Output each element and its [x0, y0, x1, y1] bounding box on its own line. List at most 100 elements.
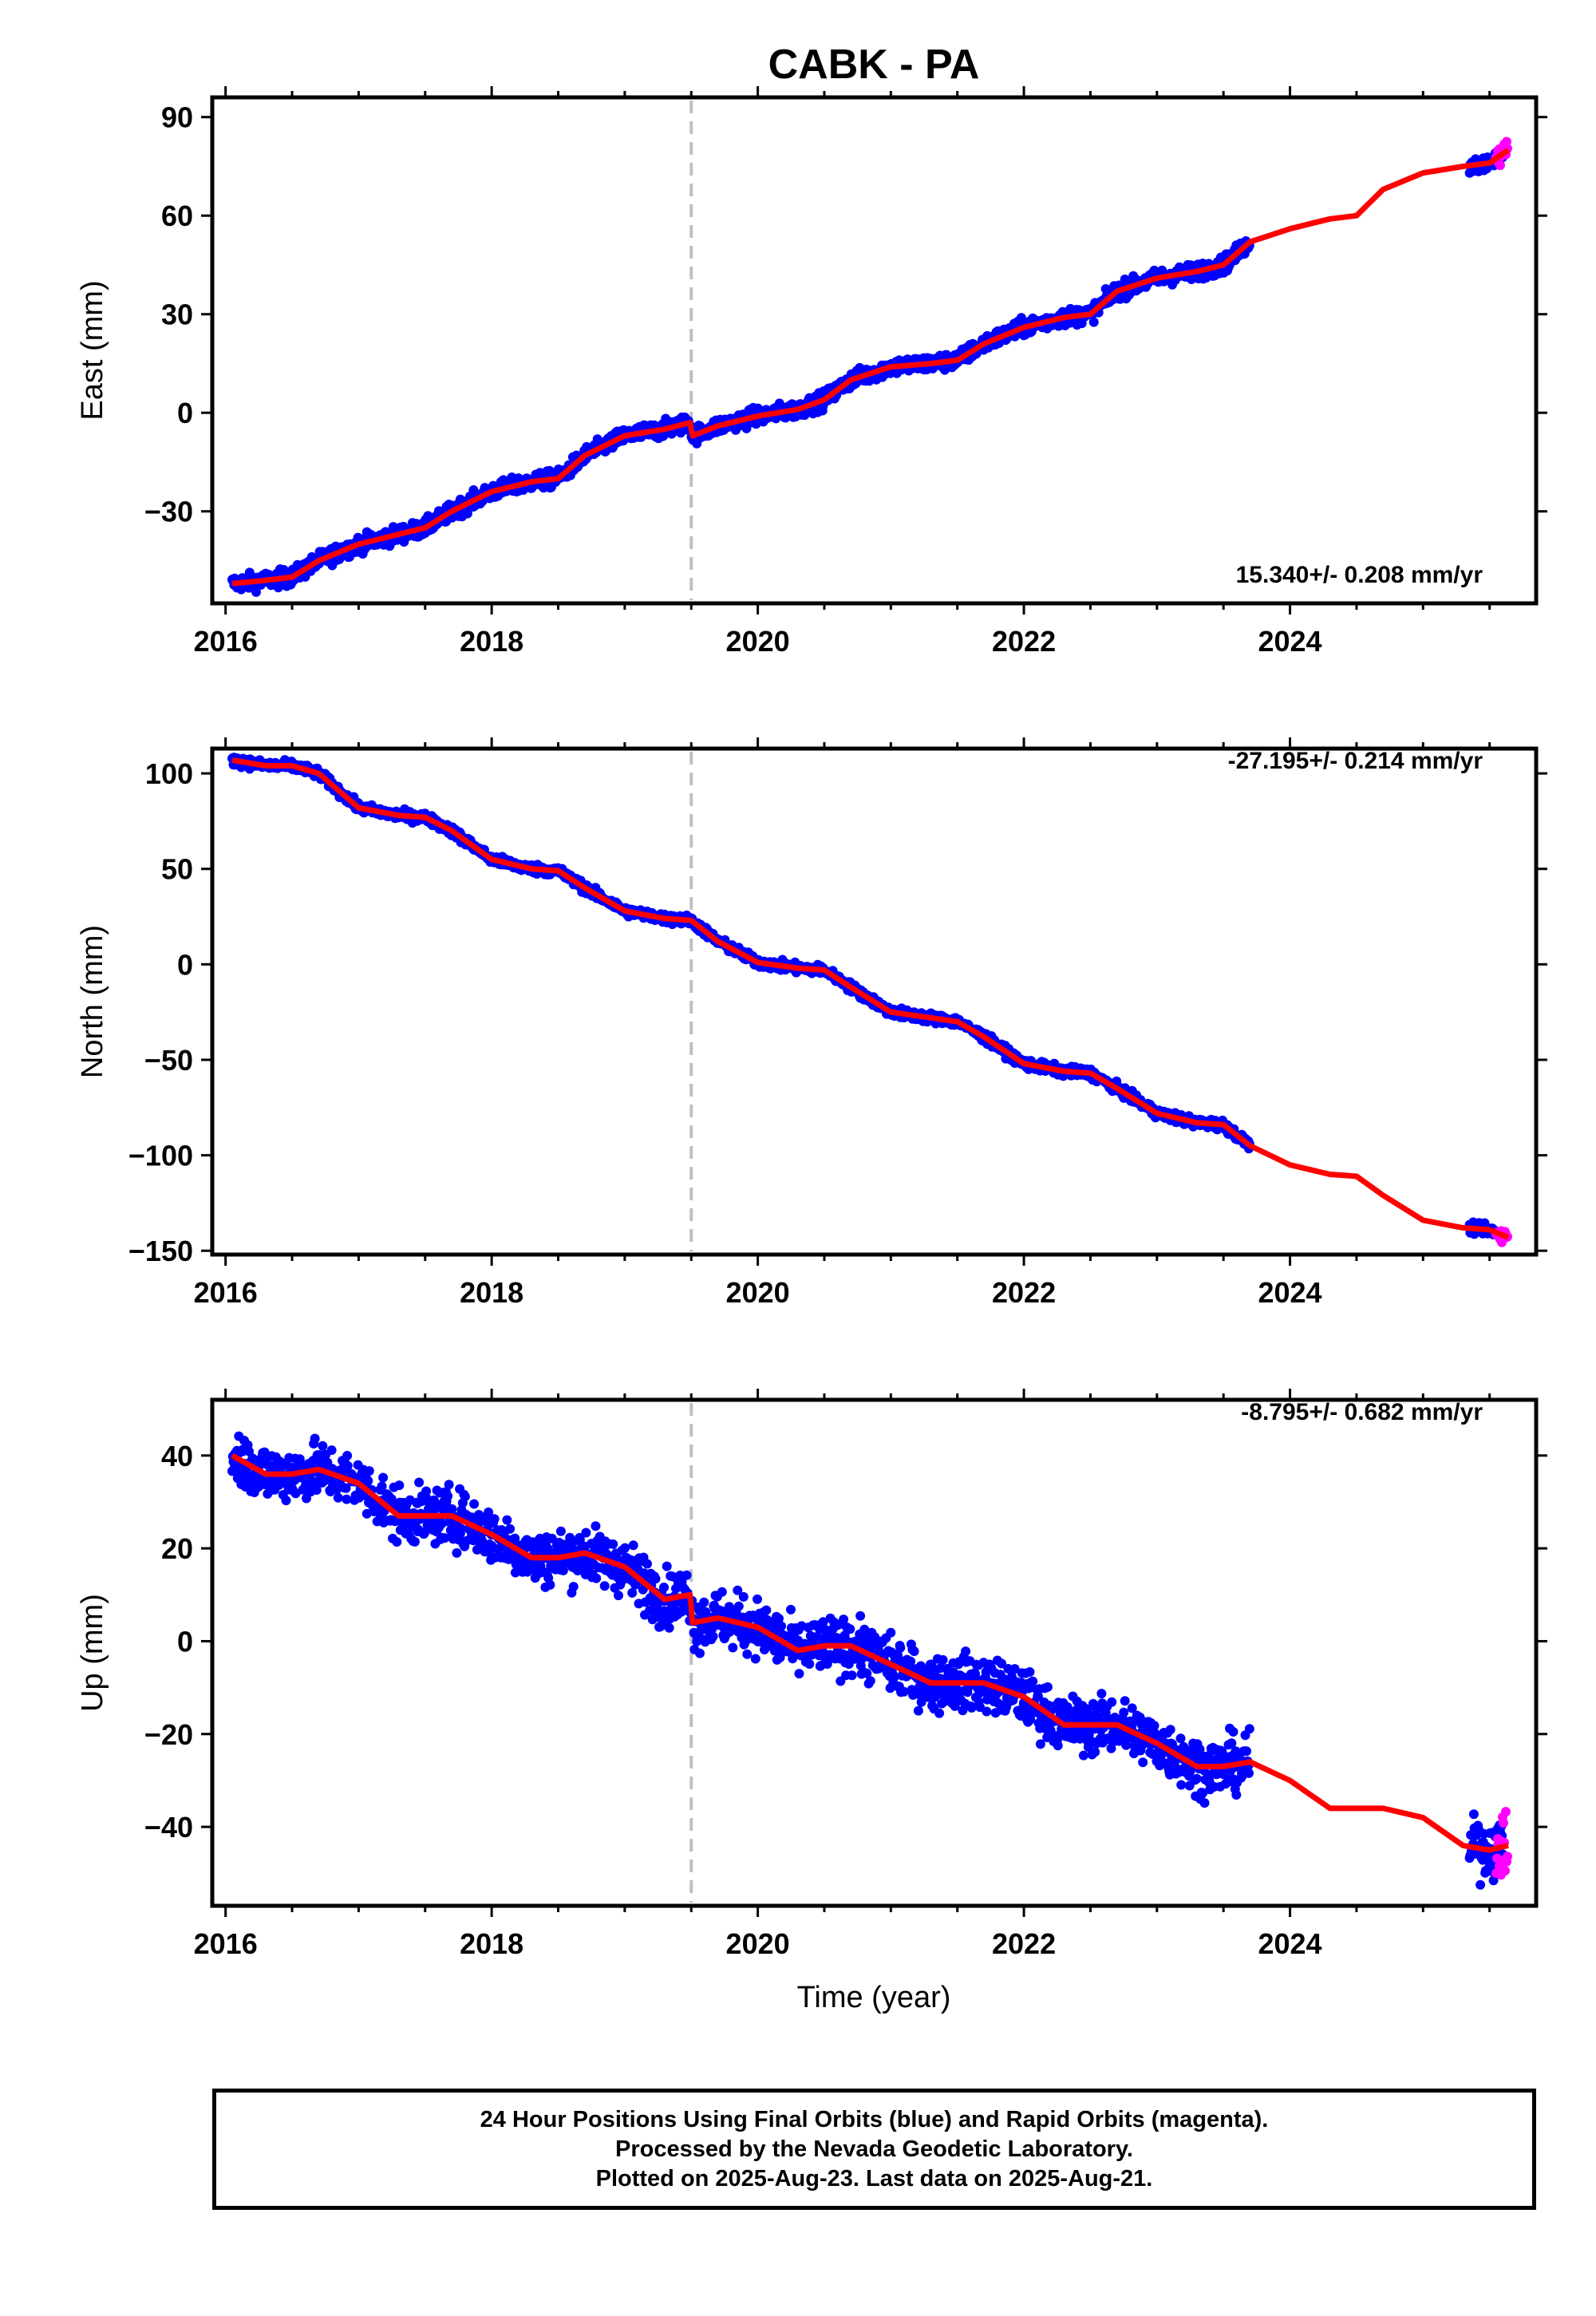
- y-tick-label: −100: [128, 1140, 193, 1172]
- final-orbit-point: [886, 1627, 896, 1638]
- final-orbit-point: [447, 1504, 457, 1514]
- final-orbit-point: [392, 1537, 402, 1547]
- final-orbit-point: [804, 1659, 815, 1669]
- final-orbit-point: [591, 1521, 601, 1531]
- final-orbit-point: [855, 1611, 866, 1621]
- final-orbit-point: [733, 1601, 744, 1611]
- final-orbit-point: [614, 1591, 623, 1601]
- final-orbit-point: [628, 1540, 638, 1551]
- final-orbit-point: [750, 1654, 760, 1664]
- final-orbit-point: [662, 1561, 672, 1571]
- final-orbit-points: [227, 1431, 1507, 1890]
- final-orbit-point: [444, 1480, 454, 1490]
- x-tick-label: 2016: [194, 1276, 258, 1309]
- final-orbit-point: [452, 1547, 462, 1558]
- final-orbit-point: [961, 1646, 971, 1657]
- final-orbit-point: [913, 1705, 923, 1716]
- y-tick-label: 60: [161, 200, 193, 232]
- final-orbit-point: [489, 1514, 500, 1524]
- final-orbit-point: [659, 1583, 669, 1592]
- final-orbit-point: [786, 1604, 796, 1614]
- final-orbit-point: [608, 1539, 618, 1549]
- final-orbit-point: [699, 1597, 709, 1607]
- y-tick-label: 0: [177, 948, 193, 981]
- final-orbit-point: [1016, 313, 1026, 323]
- y-tick-label: 90: [161, 101, 193, 134]
- final-orbit-point: [845, 1624, 855, 1634]
- final-orbit-point: [545, 1579, 555, 1590]
- final-orbit-point: [934, 1708, 945, 1718]
- final-orbit-point: [568, 1582, 579, 1592]
- x-tick-label: 2024: [1258, 625, 1321, 658]
- velocity-rate-label: 15.340+/- 0.208 mm/yr: [1236, 562, 1483, 588]
- y-tick-label: 100: [145, 757, 193, 790]
- final-orbit-point: [394, 1480, 405, 1491]
- final-orbit-point: [318, 1441, 328, 1451]
- x-tick-label: 2024: [1258, 1276, 1321, 1309]
- final-orbit-point: [938, 1654, 948, 1665]
- final-orbit-point: [443, 1491, 453, 1501]
- y-tick-label: 50: [161, 853, 193, 886]
- final-orbit-point: [251, 587, 261, 597]
- final-orbit-point: [555, 1526, 566, 1536]
- final-orbit-point: [728, 1642, 738, 1653]
- final-orbit-point: [414, 1477, 425, 1488]
- x-tick-label: 2022: [992, 1276, 1056, 1309]
- final-orbit-point: [363, 1476, 373, 1486]
- final-orbit-point: [708, 1631, 718, 1642]
- y-tick-label: 30: [161, 298, 193, 331]
- y-tick-label: −50: [144, 1044, 193, 1077]
- final-orbit-point: [650, 1574, 661, 1584]
- final-orbit-point: [581, 1528, 591, 1538]
- final-orbit-point: [281, 1496, 291, 1506]
- final-orbit-point: [642, 1559, 652, 1569]
- final-orbit-point: [664, 1622, 674, 1633]
- y-tick-label: 0: [177, 397, 193, 429]
- rapid-orbit-point: [1495, 160, 1505, 171]
- final-orbit-point: [776, 1621, 786, 1631]
- final-orbit-point: [469, 1499, 480, 1509]
- final-orbit-point: [761, 1605, 772, 1615]
- y-axis-label: North (mm): [76, 925, 109, 1078]
- north-panel: 2016 2018 2020 2022 2024 −150 −100 −50 0 50 100 Nor…: [76, 737, 1547, 1309]
- final-orbit-point: [333, 1492, 343, 1503]
- final-orbit-point: [502, 1515, 512, 1525]
- x-tick-label: 2016: [194, 625, 258, 658]
- plot-frame: [210, 95, 1539, 606]
- final-orbit-point: [865, 1676, 875, 1686]
- x-tick-label: 2020: [726, 625, 790, 658]
- final-orbit-point: [310, 1433, 320, 1444]
- final-orbit-point: [460, 1492, 470, 1502]
- model-fit-line: [231, 148, 1511, 587]
- final-orbit-point: [1088, 317, 1099, 327]
- y-tick-label: −150: [128, 1235, 193, 1267]
- final-orbit-point: [364, 1466, 374, 1476]
- final-orbit-point: [378, 1472, 389, 1483]
- final-orbit-point: [738, 1591, 749, 1602]
- x-tick-label: 2018: [460, 625, 523, 658]
- final-orbit-point: [599, 1581, 610, 1591]
- x-tick-label: 2020: [726, 1276, 790, 1309]
- final-orbit-point: [620, 1543, 630, 1553]
- final-orbit-point: [681, 1570, 692, 1580]
- final-orbit-point: [695, 1648, 705, 1658]
- x-tick-label: 2018: [460, 1276, 523, 1309]
- final-orbit-point: [847, 1670, 857, 1681]
- final-orbit-point: [753, 1594, 762, 1604]
- final-orbit-point: [717, 1587, 727, 1597]
- chart-title: CABK - PA: [768, 41, 980, 88]
- y-tick-label: −30: [144, 496, 193, 528]
- x-tick-label: 2022: [992, 625, 1056, 658]
- final-orbit-point: [505, 1524, 516, 1534]
- final-orbit-point: [742, 1649, 753, 1659]
- model-fit-line: [231, 757, 1510, 1240]
- velocity-rate-label: -27.195+/- 0.214 mm/yr: [1228, 748, 1483, 774]
- final-orbit-point: [982, 1706, 992, 1717]
- final-orbit-point: [895, 1642, 906, 1653]
- final-orbit-point: [909, 1646, 919, 1657]
- final-orbit-point: [591, 1573, 602, 1583]
- final-orbit-point: [409, 1536, 420, 1547]
